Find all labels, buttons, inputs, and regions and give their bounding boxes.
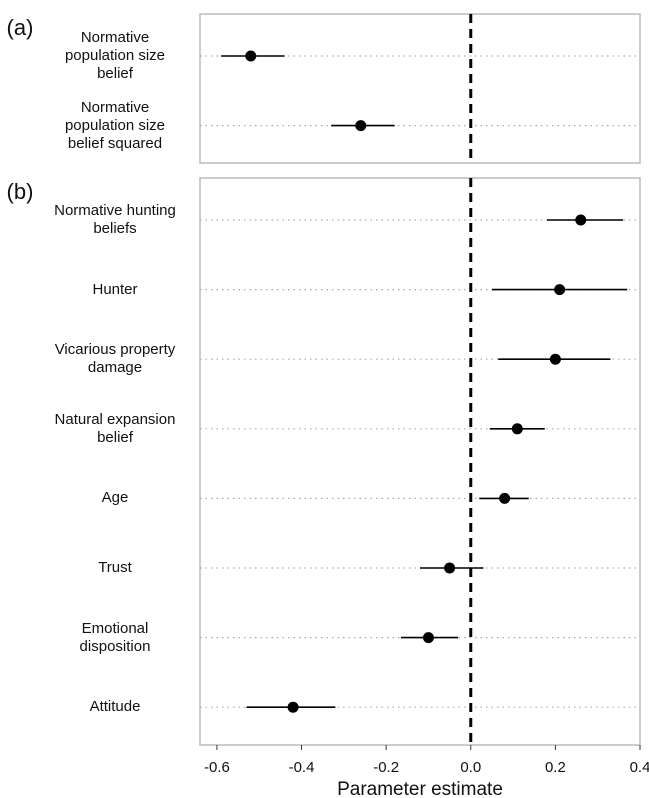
point-estimate [575,214,587,226]
category-label: Normative population size belief [64,29,166,82]
x-tick-label: -0.6 [204,759,230,776]
point-estimate [245,50,257,62]
category-label: Vicarious property damage [54,341,176,377]
panel-frame [199,13,641,164]
category-label: Natural expansion belief [54,410,176,446]
panel-label: (a) [6,15,34,40]
x-tick-label: -0.2 [373,759,399,776]
category-label: Age [101,489,129,507]
category-label: Hunter [92,280,138,298]
panel-label: (b) [6,179,34,204]
category-label: Emotional disposition [79,619,151,655]
category-label: Trust [98,559,132,576]
category-label: Normative hunting beliefs [54,202,176,237]
point-estimate [554,284,566,296]
point-estimate [422,632,434,644]
point-estimate [549,353,561,365]
point-estimate [287,701,299,713]
category-label: Normative population size belief squared [64,98,166,152]
panel-frame [199,177,641,746]
x-axis-label: Parameter estimate [337,779,503,798]
x-tick-label: 0.2 [545,759,566,776]
x-tick-label: -0.4 [289,759,315,776]
point-estimate [444,562,456,574]
point-estimate [355,120,367,132]
x-tick-label: 0.4 [630,759,649,776]
category-label: Attitude [89,698,141,716]
point-estimate [511,423,523,435]
x-tick-label: 0.0 [460,759,481,776]
point-estimate [499,492,511,504]
